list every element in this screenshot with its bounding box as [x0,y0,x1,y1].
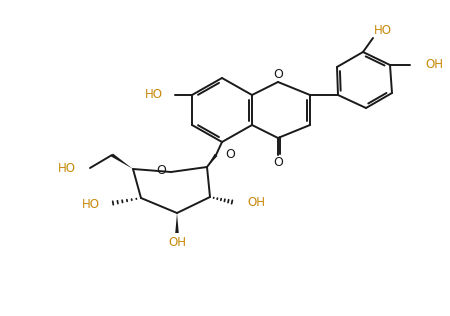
Text: O: O [225,149,235,161]
Text: O: O [156,163,166,177]
Text: OH: OH [247,196,265,209]
Text: OH: OH [168,235,186,248]
Polygon shape [175,213,179,233]
Text: HO: HO [58,161,76,174]
Text: O: O [273,68,283,81]
Polygon shape [207,154,217,167]
Polygon shape [111,154,133,169]
Text: HO: HO [145,88,163,101]
Text: OH: OH [425,58,443,71]
Text: HO: HO [374,23,392,37]
Text: O: O [273,156,283,169]
Text: HO: HO [82,198,100,210]
